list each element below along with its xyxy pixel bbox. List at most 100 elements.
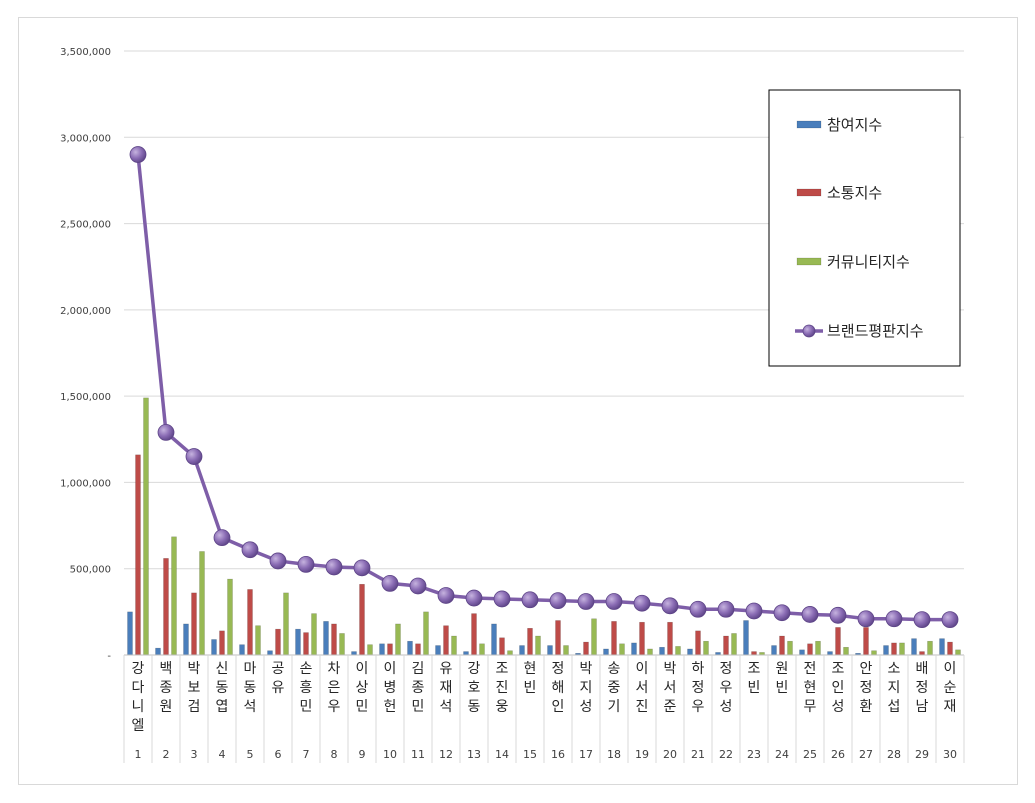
x-index-label: 24 bbox=[775, 748, 789, 761]
x-index-label: 3 bbox=[191, 748, 198, 761]
bar-2 bbox=[891, 642, 897, 656]
bar-3 bbox=[563, 645, 569, 656]
bar-3 bbox=[227, 578, 233, 656]
line-point bbox=[717, 600, 735, 618]
x-index-label: 21 bbox=[691, 748, 705, 761]
line-point bbox=[185, 448, 203, 465]
bar-1 bbox=[911, 638, 917, 656]
line-point bbox=[437, 587, 455, 604]
bar-2 bbox=[219, 630, 225, 656]
x-index-label: 1 bbox=[135, 748, 142, 761]
bar-3 bbox=[703, 640, 709, 656]
bar-1 bbox=[323, 621, 329, 656]
bar-3 bbox=[143, 397, 149, 656]
bar-1 bbox=[351, 651, 357, 656]
bar-1 bbox=[127, 611, 133, 656]
bar-2 bbox=[583, 641, 589, 656]
bar-1 bbox=[239, 644, 245, 656]
y-tick-label: 3,000,000 bbox=[60, 133, 111, 144]
bar-3 bbox=[647, 648, 653, 656]
legend-label: 브랜드평판지수 bbox=[827, 322, 924, 340]
legend-box bbox=[768, 89, 961, 367]
bar-1 bbox=[687, 648, 693, 656]
bar-2 bbox=[611, 621, 617, 656]
bar-3 bbox=[899, 642, 905, 656]
line-point bbox=[885, 610, 903, 628]
bar-3 bbox=[451, 635, 457, 656]
x-index-label: 25 bbox=[803, 748, 817, 761]
x-index-label: 27 bbox=[859, 748, 873, 761]
x-index-label: 23 bbox=[747, 748, 761, 761]
bar-1 bbox=[939, 638, 945, 656]
bar-2 bbox=[919, 651, 925, 656]
x-index-label: 8 bbox=[331, 748, 338, 761]
bar-2 bbox=[527, 628, 533, 656]
bar-2 bbox=[247, 589, 253, 656]
bar-1 bbox=[743, 620, 749, 656]
bar-3 bbox=[787, 640, 793, 656]
bar-2 bbox=[415, 643, 421, 656]
x-index-label: 6 bbox=[275, 748, 282, 761]
x-index-label: 26 bbox=[831, 748, 845, 761]
bar-3 bbox=[619, 643, 625, 656]
bar-3 bbox=[311, 613, 317, 656]
bar-2 bbox=[191, 592, 197, 656]
line-point bbox=[465, 589, 483, 607]
line-point bbox=[129, 146, 147, 163]
bar-3 bbox=[507, 650, 513, 656]
x-index-label: 2 bbox=[163, 748, 170, 761]
bar-1 bbox=[883, 645, 889, 656]
bar-3 bbox=[367, 644, 373, 656]
line-point bbox=[269, 552, 287, 570]
x-index-label: 16 bbox=[551, 748, 565, 761]
x-index-label: 11 bbox=[411, 748, 425, 761]
bar-3 bbox=[535, 635, 541, 656]
legend-label: 소통지수 bbox=[827, 184, 882, 202]
line-point bbox=[549, 592, 567, 610]
line-point bbox=[773, 604, 791, 622]
line-point bbox=[409, 577, 427, 595]
y-tick-label: 1,000,000 bbox=[60, 478, 111, 489]
x-index-label: 19 bbox=[635, 748, 649, 761]
x-index-label: 9 bbox=[359, 748, 366, 761]
legend-swatch bbox=[796, 188, 822, 197]
bar-1 bbox=[771, 645, 777, 656]
line-series bbox=[129, 146, 959, 629]
bar-3 bbox=[171, 536, 177, 656]
bar-3 bbox=[675, 646, 681, 656]
chart-frame: - 500,000 1,000,000 1,500,000 2,000,000 2,500… bbox=[18, 17, 1018, 785]
line-point bbox=[325, 558, 343, 576]
bar-1 bbox=[463, 651, 469, 656]
bar-2 bbox=[639, 621, 645, 656]
line-point bbox=[605, 593, 623, 610]
bar-3 bbox=[395, 623, 401, 656]
bar-2 bbox=[751, 651, 757, 656]
bar-2 bbox=[947, 641, 953, 656]
line-point bbox=[157, 423, 175, 441]
line-point bbox=[913, 611, 931, 629]
bar-1 bbox=[519, 645, 525, 656]
x-index-label: 14 bbox=[495, 748, 509, 761]
x-index-label: 28 bbox=[887, 748, 901, 761]
bar-1 bbox=[183, 623, 189, 656]
bar-3 bbox=[927, 640, 933, 656]
line-point bbox=[493, 590, 511, 608]
bar-1 bbox=[435, 645, 441, 656]
x-index-label: 17 bbox=[579, 748, 593, 761]
x-index-label: 20 bbox=[663, 748, 677, 761]
